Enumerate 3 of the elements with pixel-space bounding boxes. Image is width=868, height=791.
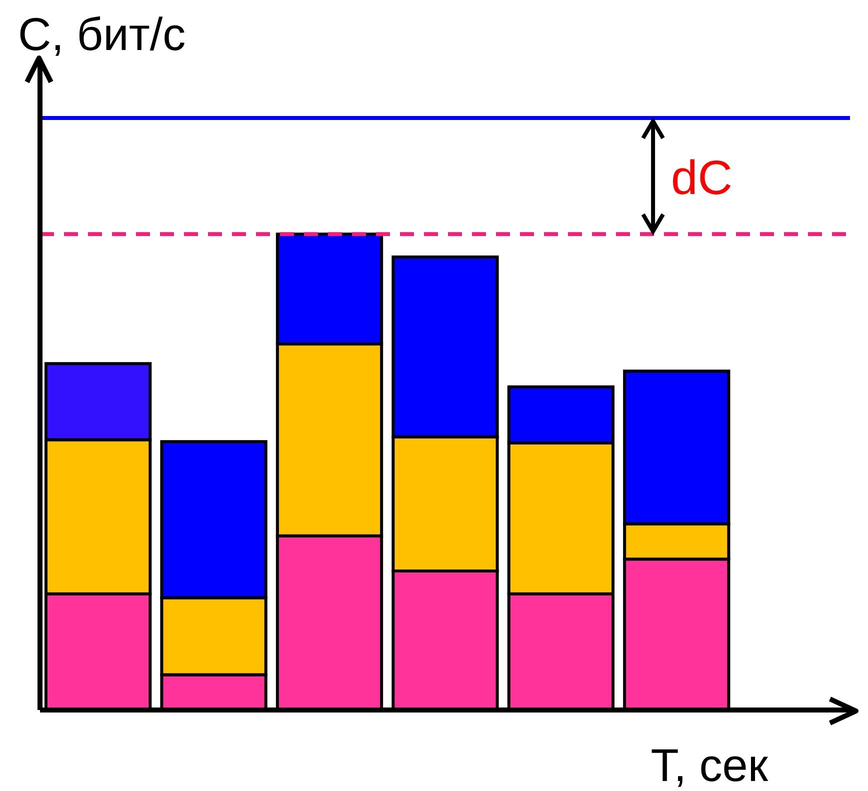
- x-axis-title: T, сек: [650, 739, 769, 791]
- y-axis-title: C, бит/с: [18, 8, 186, 60]
- text: dC: [671, 152, 732, 206]
